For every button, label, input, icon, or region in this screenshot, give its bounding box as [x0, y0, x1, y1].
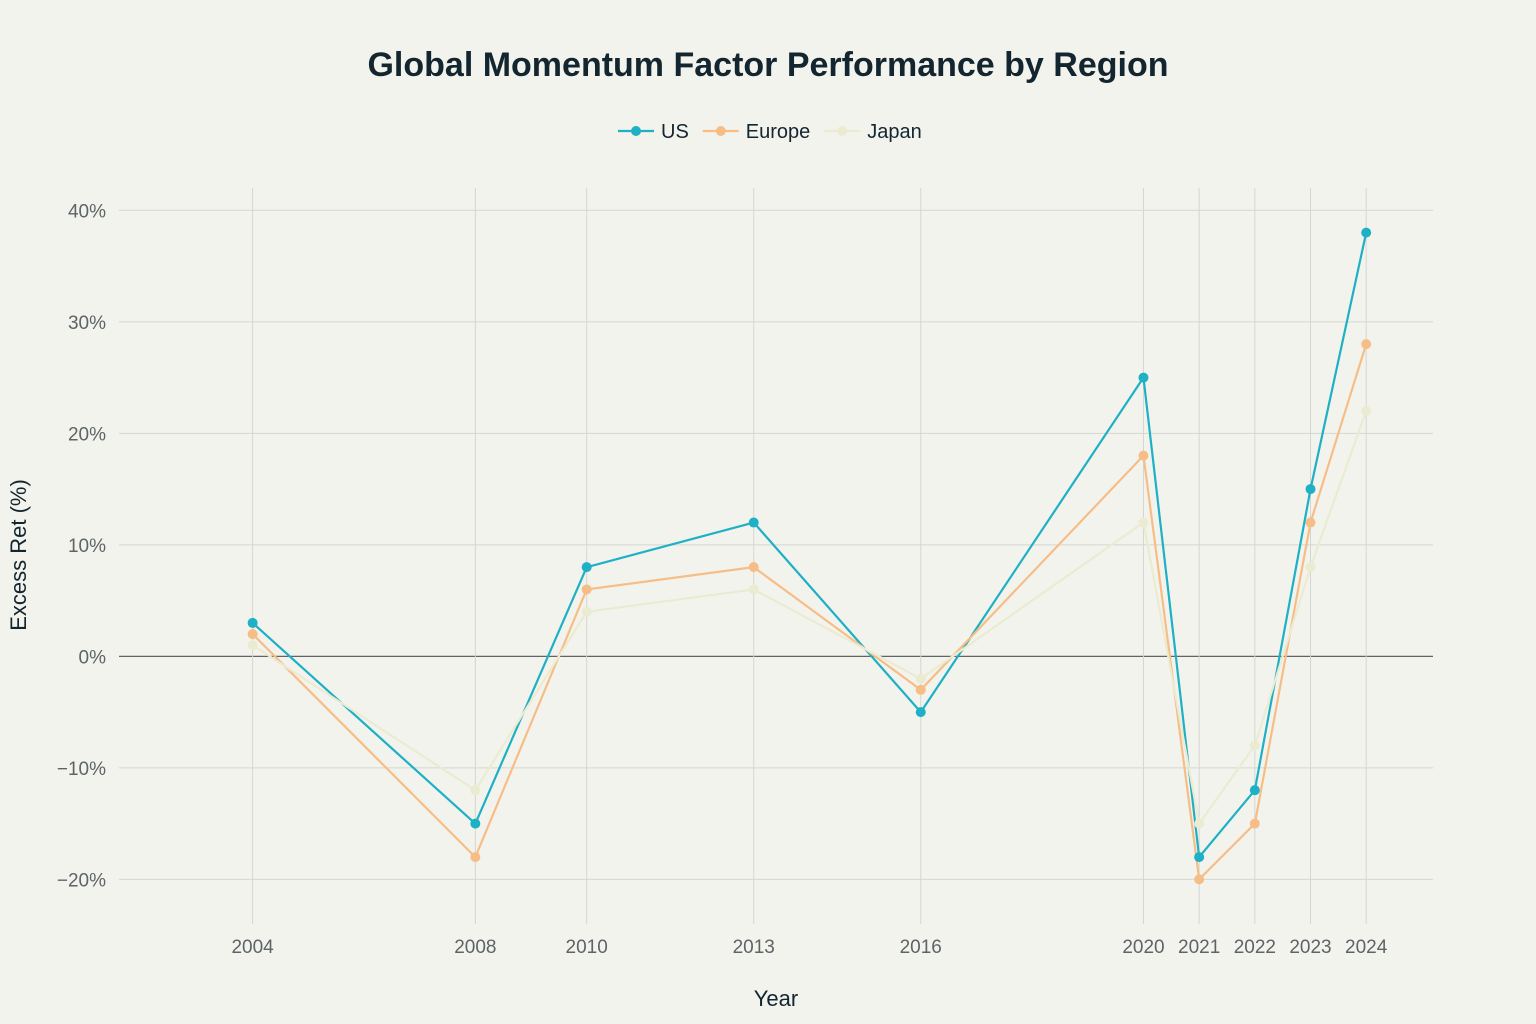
data-point-japan[interactable] [470, 785, 481, 796]
series-line-europe [251, 343, 1368, 881]
x-tick-label: 2020 [1122, 937, 1164, 958]
legend-label: Japan [867, 121, 922, 143]
x-tick-label: 2004 [231, 937, 274, 958]
x-tick-label: 2023 [1289, 937, 1331, 958]
x-axis-title: Year [754, 986, 798, 1011]
x-tick-label: 2022 [1234, 937, 1276, 958]
legend-item-japan[interactable]: Japan [824, 121, 922, 143]
x-tick-label: 2021 [1178, 937, 1220, 958]
legend-item-europe[interactable]: Europe [702, 121, 811, 143]
y-tick-label: −20% [57, 870, 106, 891]
x-tick-label: 2010 [566, 937, 608, 958]
data-point-europe[interactable] [1249, 818, 1260, 829]
data-point-japan[interactable] [915, 673, 926, 684]
y-axis-title: Excess Ret (%) [6, 479, 31, 631]
data-point-europe[interactable] [1305, 517, 1316, 528]
x-tick-label: 2013 [733, 937, 775, 958]
data-point-us[interactable] [1249, 785, 1260, 796]
data-point-japan[interactable] [1249, 740, 1260, 751]
y-tick-label: 10% [68, 536, 106, 557]
y-tick-label: −10% [57, 759, 106, 780]
data-point-japan[interactable] [1138, 517, 1149, 528]
data-point-europe[interactable] [1194, 874, 1205, 885]
x-tick-label: 2016 [900, 937, 942, 958]
grid [119, 188, 1433, 924]
data-point-europe[interactable] [915, 684, 926, 695]
x-axis-ticks: 2004 2008 2010 2013 2016 2020 2021 2022 2023 2024 [231, 937, 1387, 958]
data-point-europe[interactable] [748, 562, 759, 573]
data-point-europe[interactable] [1361, 339, 1372, 350]
data-point-europe[interactable] [581, 584, 592, 595]
data-point-japan[interactable] [581, 606, 592, 617]
data-point-us[interactable] [1305, 484, 1316, 495]
data-point-us[interactable] [1138, 372, 1149, 383]
legend[interactable]: US Europe Japan [618, 121, 922, 143]
data-point-us[interactable] [1194, 852, 1205, 863]
data-point-us[interactable] [247, 617, 258, 628]
series-points [247, 227, 1372, 885]
x-tick-label: 2024 [1345, 937, 1388, 958]
series-line-japan [252, 410, 1368, 825]
data-point-japan[interactable] [748, 584, 759, 595]
legend-swatch-marker [715, 126, 726, 136]
y-axis-ticks: −20% −10% 0% 10% 20% 30% 40% [57, 201, 106, 891]
series-line-us [251, 232, 1368, 859]
data-point-europe[interactable] [247, 629, 258, 640]
legend-swatch-marker [837, 126, 848, 136]
chart-title: Global Momentum Factor Performance by Re… [367, 46, 1168, 84]
legend-swatch-marker [631, 126, 641, 136]
data-point-us[interactable] [1361, 227, 1372, 238]
data-point-japan[interactable] [1361, 406, 1372, 417]
data-point-us[interactable] [915, 707, 926, 718]
data-point-us[interactable] [748, 517, 759, 528]
data-point-europe[interactable] [470, 852, 481, 863]
data-point-japan[interactable] [1194, 818, 1205, 829]
y-tick-label: 0% [79, 647, 107, 668]
y-tick-label: 40% [68, 201, 106, 222]
legend-label: Europe [746, 121, 811, 143]
x-tick-label: 2008 [454, 937, 496, 958]
legend-item-us[interactable]: US [618, 121, 689, 143]
data-point-japan[interactable] [1305, 562, 1316, 573]
data-point-japan[interactable] [247, 640, 258, 651]
y-tick-label: 30% [68, 313, 106, 334]
legend-label: US [661, 121, 689, 143]
data-point-us[interactable] [581, 562, 592, 573]
data-point-europe[interactable] [1138, 450, 1149, 461]
series-lines [251, 232, 1368, 881]
y-tick-label: 20% [68, 424, 106, 445]
data-point-us[interactable] [470, 818, 481, 829]
